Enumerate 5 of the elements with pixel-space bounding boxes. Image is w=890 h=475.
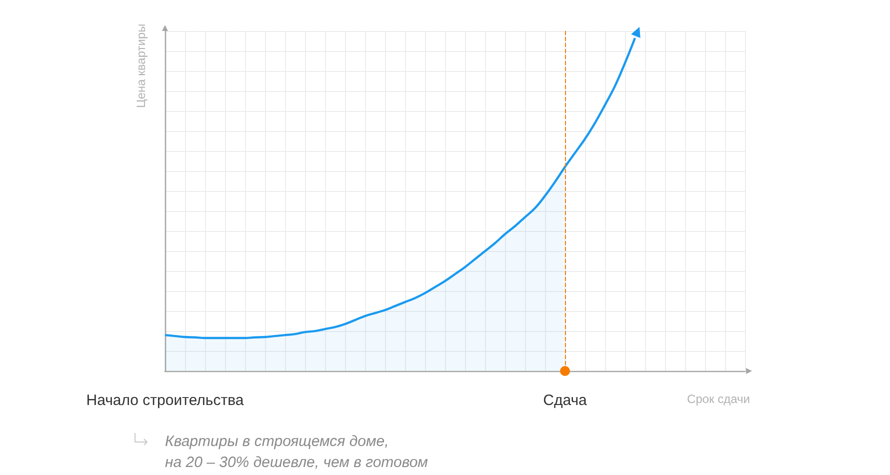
x-axis-title: Срок сдачи bbox=[687, 392, 750, 406]
x-tick-label: Сдача bbox=[543, 392, 588, 409]
text: Квартиры в строящемся доме, на 20 – 30% дешевле, чем в готовом bbox=[165, 432, 428, 473]
y-axis-title: Цена квартиры bbox=[134, 24, 148, 108]
x-tick-label: Начало строительства bbox=[86, 392, 244, 409]
